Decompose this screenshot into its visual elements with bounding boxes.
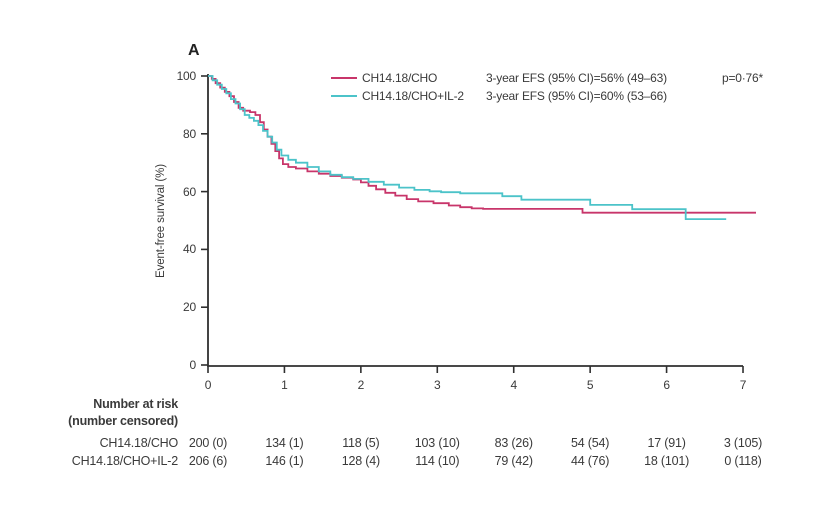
series1-line-swatch <box>331 77 357 80</box>
risk-value: 134 (1) <box>265 436 304 450</box>
risk-value: 54 (54) <box>571 436 610 450</box>
risk-row-label-series1: CH14.18/CHO <box>99 436 179 450</box>
legend-stat-series2: 3-year EFS (95% CI)=60% (53–66) <box>486 89 667 103</box>
x-tick-label: 7 <box>739 378 747 392</box>
y-tick-label: 60 <box>183 184 196 199</box>
series2-line-swatch <box>331 95 357 98</box>
legend-label-series1: CH14.18/CHO <box>362 71 438 85</box>
p-value: p=0·76* <box>722 71 763 85</box>
risk-value: 103 (10) <box>414 436 460 450</box>
y-tick-label: 100 <box>176 69 197 83</box>
y-axis-title: Event-free survival (%) <box>155 163 167 279</box>
legend-row-series2: CH14.18/CHO+IL-2 3-year EFS (95% CI)=60%… <box>0 89 820 105</box>
risk-value: 0 (118) <box>724 454 762 468</box>
x-tick-label: 3 <box>434 378 441 392</box>
risk-value: 44 (76) <box>571 454 610 468</box>
x-tick-label: 0 <box>204 378 212 392</box>
risk-value: 17 (91) <box>647 436 686 450</box>
risk-value: 83 (26) <box>494 436 533 450</box>
legend-row-series1: CH14.18/CHO 3-year EFS (95% CI)=56% (49–… <box>0 71 820 87</box>
legend-label-series2: CH14.18/CHO+IL-2 <box>362 89 464 103</box>
risk-table-title: Number at risk <box>93 397 178 411</box>
risk-value: 206 (6) <box>188 454 228 468</box>
x-tick-label: 6 <box>663 378 670 392</box>
risk-value: 79 (42) <box>494 454 533 468</box>
km-curve-2 <box>208 75 727 220</box>
risk-value: 200 (0) <box>188 436 228 450</box>
x-tick-label: 1 <box>281 378 288 392</box>
risk-value: 18 (101) <box>644 454 690 468</box>
x-tick-label: 4 <box>510 378 517 392</box>
risk-value: 3 (105) <box>723 436 763 450</box>
risk-value: 114 (10) <box>415 454 460 468</box>
legend-stat-series1: 3-year EFS (95% CI)=56% (49–63) <box>486 71 667 85</box>
y-tick-label: 40 <box>183 242 196 257</box>
risk-value: 118 (5) <box>342 436 380 450</box>
x-tick-label: 5 <box>586 378 594 392</box>
panel-label: A <box>188 42 200 59</box>
risk-row-label-series2: CH14.18/CHO+IL-2 <box>71 454 178 468</box>
risk-value: 128 (4) <box>341 454 380 468</box>
y-tick-label: 20 <box>183 300 196 315</box>
y-tick-label: 80 <box>183 126 196 141</box>
x-tick-label: 2 <box>357 378 365 392</box>
y-tick-label: 0 <box>189 358 197 372</box>
risk-value: 146 (1) <box>265 454 304 468</box>
risk-table-subtitle: (number censored) <box>68 414 178 428</box>
